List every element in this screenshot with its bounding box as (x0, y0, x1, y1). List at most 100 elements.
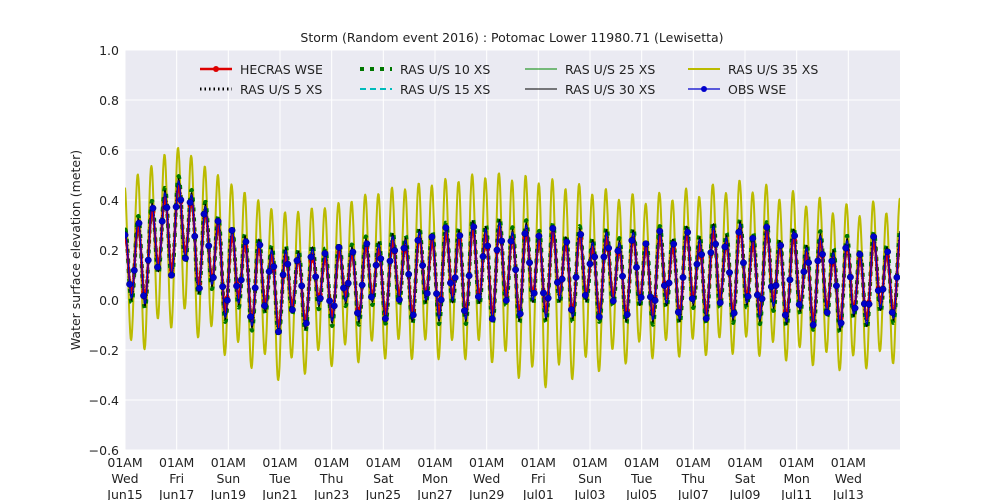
series-marker (828, 257, 836, 265)
series-marker (302, 319, 310, 327)
series-marker (437, 296, 445, 304)
series-marker (721, 243, 729, 251)
series-marker (744, 292, 752, 300)
y-tick-label: −0.2 (89, 343, 119, 358)
series-marker (265, 268, 273, 275)
series-marker (819, 250, 826, 258)
series-marker (391, 247, 399, 254)
gridlines (124, 49, 900, 451)
x-tick-label: 01AM Sat Jun25 (365, 455, 401, 500)
series-marker (493, 246, 501, 254)
legend-item: RAS U/S 10 XS (360, 62, 490, 77)
series-marker (888, 309, 896, 316)
x-tick-day: Wed (111, 471, 138, 486)
x-tick-time: 01AM (107, 455, 142, 470)
series-marker (358, 281, 366, 289)
x-tick-day: Thu (319, 471, 343, 486)
y-tick-label: 0.2 (99, 243, 119, 258)
series-marker (623, 311, 631, 319)
series-marker (386, 257, 394, 265)
series-marker (814, 257, 822, 265)
series-marker (326, 297, 334, 305)
x-tick-day: Sat (735, 471, 756, 486)
x-tick-date: Jun19 (210, 487, 246, 500)
series-marker (656, 227, 664, 235)
series-marker (223, 296, 231, 304)
legend-item: RAS U/S 15 XS (360, 82, 490, 97)
series-marker (809, 321, 817, 329)
series-marker (586, 260, 594, 268)
series-marker (851, 304, 859, 312)
series-marker (516, 310, 524, 318)
series-marker (823, 309, 831, 316)
series-marker (753, 291, 761, 299)
legend-label: RAS U/S 15 XS (400, 82, 490, 97)
series-marker (726, 269, 733, 276)
legend-marker (701, 86, 707, 92)
y-tick-label: 0.8 (99, 93, 119, 108)
x-tick-time: 01AM (624, 455, 659, 470)
series-marker (633, 263, 640, 271)
series-marker (451, 274, 459, 282)
series-marker (507, 237, 515, 245)
series-marker (642, 240, 650, 248)
series-marker (846, 273, 854, 281)
series-marker (563, 238, 571, 246)
series-marker (256, 241, 264, 249)
x-tick-day: Sat (373, 471, 394, 486)
series-marker (609, 297, 617, 305)
series-marker (237, 276, 245, 284)
series-marker (447, 279, 454, 287)
legend-label: RAS U/S 5 XS (240, 82, 322, 97)
series-marker (233, 282, 241, 290)
x-tick-label: 01AM Fri Jul01 (521, 455, 556, 500)
series-marker (154, 263, 162, 271)
series-marker (409, 311, 417, 319)
series-marker (526, 259, 533, 267)
series-marker (591, 253, 599, 261)
y-tick-label: 0.6 (99, 143, 119, 158)
x-tick-day: Sun (578, 471, 602, 486)
series-marker (135, 219, 143, 227)
series-marker (684, 228, 692, 236)
x-tick-date: Jun29 (468, 487, 504, 500)
series-marker (791, 232, 799, 240)
series-marker (502, 296, 510, 304)
series-marker (474, 293, 482, 301)
x-tick-time: 01AM (469, 455, 504, 470)
series-marker (144, 256, 152, 264)
series-marker (512, 266, 520, 274)
series-marker (581, 291, 589, 299)
series-marker (200, 210, 208, 218)
series-marker (186, 198, 194, 206)
x-tick-date: Jul07 (677, 487, 709, 500)
series-marker (219, 283, 227, 291)
chart-title: Storm (Random event 2016) : Potomac Lowe… (300, 30, 723, 45)
series-marker (837, 319, 845, 327)
series-marker (712, 240, 719, 248)
x-tick-day: Fri (169, 471, 184, 486)
x-tick-date: Jul09 (729, 487, 761, 500)
y-tick-label: −0.6 (89, 443, 119, 458)
y-tick-label: 0.4 (99, 193, 119, 208)
x-tick-time: 01AM (831, 455, 866, 470)
series-marker (549, 224, 557, 232)
x-tick-label: 01AM Sun Jul03 (572, 455, 607, 500)
x-tick-label: 01AM Wed Jun15 (106, 455, 142, 500)
series-marker (130, 266, 138, 274)
legend-item: RAS U/S 30 XS (525, 82, 655, 97)
series-marker (247, 313, 255, 321)
y-ticks: 1.0 0.8 0.6 0.4 0.2 0.0 −0.2 −0.4 −0.6 (89, 43, 119, 458)
series-marker (377, 255, 385, 263)
legend-item: RAS U/S 5 XS (200, 82, 322, 97)
series-marker (693, 260, 701, 268)
series-marker (312, 273, 320, 281)
series-marker (716, 299, 724, 307)
series-marker (674, 308, 682, 316)
series-marker (288, 306, 296, 314)
x-tick-time: 01AM (159, 455, 194, 470)
x-tick-label: 01AM Tue Jul05 (624, 455, 659, 500)
series-marker (484, 242, 492, 250)
series-marker (284, 260, 292, 268)
x-tick-time: 01AM (417, 455, 452, 470)
